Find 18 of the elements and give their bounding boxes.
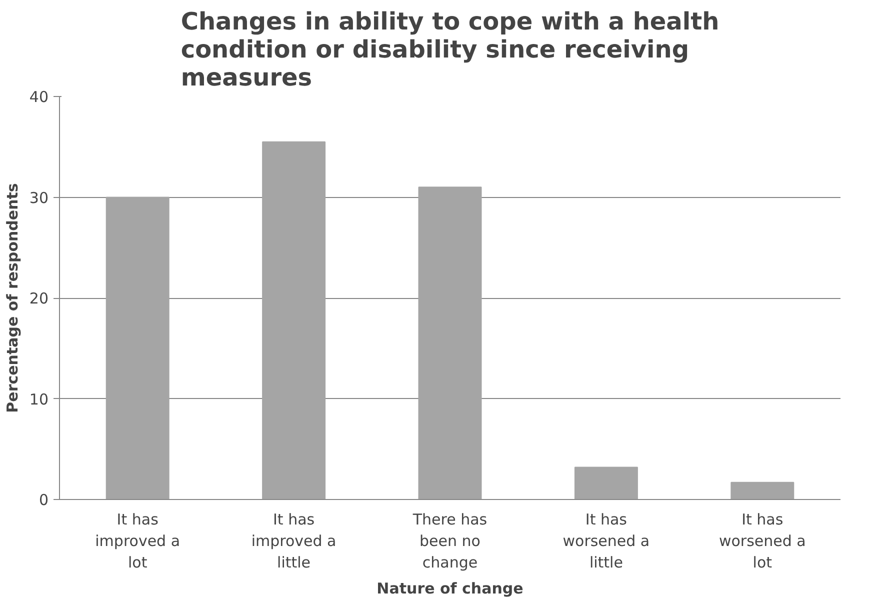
y-axis-title: Percentage of respondents (3, 183, 22, 413)
bar (418, 186, 482, 500)
x-axis-title: Nature of change (376, 580, 524, 598)
y-tick-label: 30 (29, 188, 49, 207)
y-tick-label: 40 (29, 88, 49, 106)
bar (574, 466, 638, 500)
bar (730, 482, 794, 500)
x-tick-label: It has improved a lot (95, 510, 180, 572)
x-tick-label: It has improved a little (251, 510, 336, 572)
y-tick-label: 0 (38, 491, 49, 509)
y-tick-label: 10 (29, 390, 49, 408)
x-tick-label: It has worsened a little (562, 510, 650, 572)
bar (106, 196, 170, 500)
x-tick-label: It has worsened a lot (718, 510, 806, 572)
bar (262, 141, 326, 500)
y-tick-label: 20 (29, 290, 49, 308)
x-tick-label: There has been no change (412, 510, 488, 572)
chart-title: Changes in ability to cope with a health condition or disability since receiving measures (180, 8, 720, 92)
